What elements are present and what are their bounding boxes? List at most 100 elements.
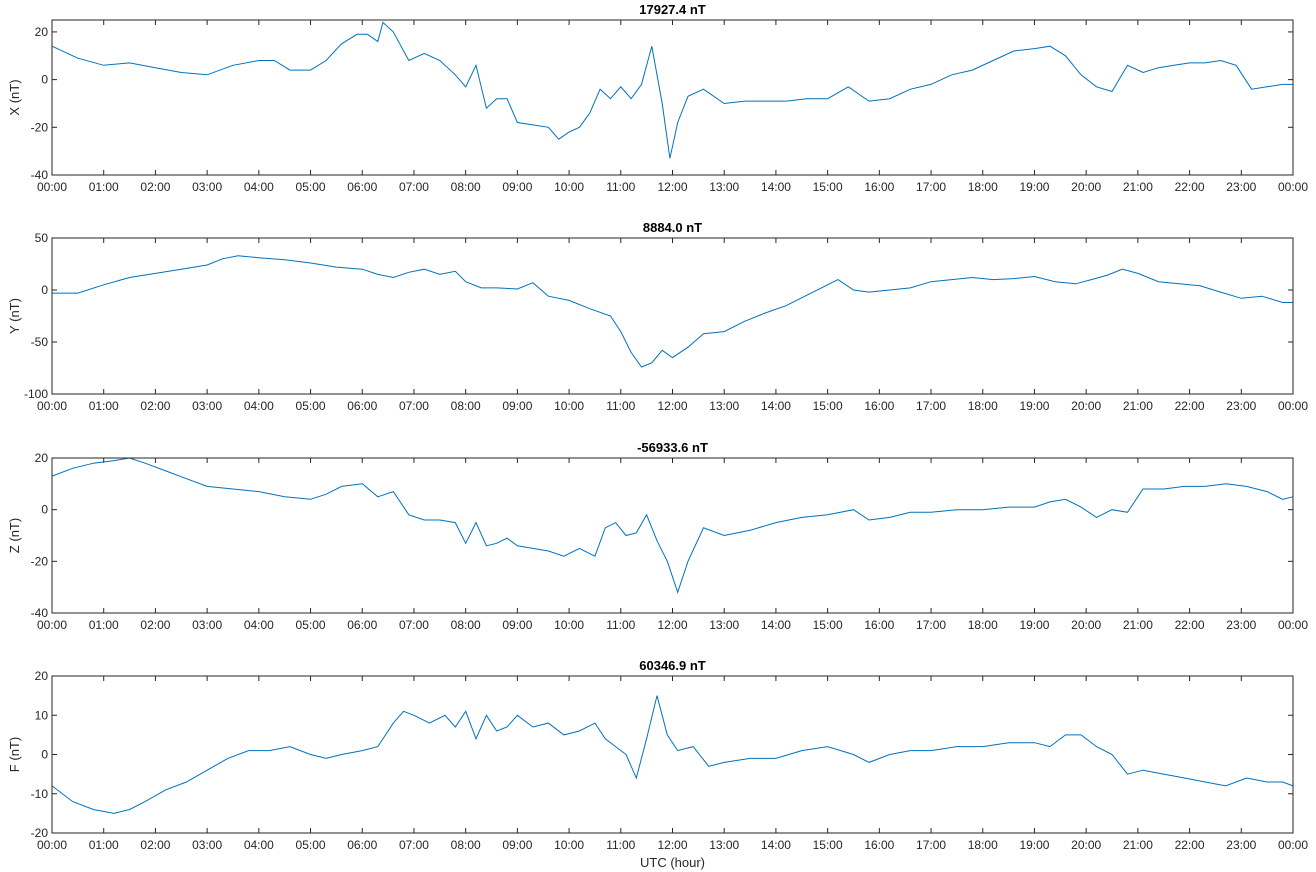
- subplot-z-yticks: -40 -20 0 20: [31, 451, 1293, 620]
- subplot-y-xtick-label: 14:00: [761, 399, 791, 413]
- subplot-z-ylabel: Z (nT): [7, 518, 22, 553]
- subplot-z-xtick-label: 10:00: [554, 618, 584, 632]
- subplot-x-axes: [51, 19, 1294, 176]
- subplot-f-xticks: 00:00 01:00 02:00 03:00 04:00 05:00 06:00 07:00…: [37, 676, 1308, 852]
- subplot-f-xtick-label: 02:00: [140, 838, 170, 852]
- subplot-f-ytick-label: -20: [31, 826, 49, 840]
- subplot-f-xtick-label: 18:00: [968, 838, 998, 852]
- subplot-f-xtick-label: 03:00: [192, 838, 222, 852]
- subplot-z-xtick-label: 03:00: [192, 618, 222, 632]
- subplot-f-xlabel: UTC (hour): [640, 855, 705, 870]
- subplot-z-xtick-label: 22:00: [1175, 618, 1205, 632]
- subplot-f-xtick-label: 00:00: [1278, 838, 1308, 852]
- subplot-y-xtick-label: 00:00: [37, 399, 67, 413]
- subplot-y-xtick-label: 11:00: [606, 399, 635, 413]
- subplot-z-xtick-label: 05:00: [296, 618, 326, 632]
- subplot-f-xtick-label: 11:00: [606, 838, 635, 852]
- subplot-x-xtick-label: 21:00: [1123, 180, 1153, 194]
- subplot-f-xtick-label: 15:00: [813, 838, 843, 852]
- subplot-z-xtick-label: 08:00: [451, 618, 481, 632]
- subplot-y-xtick-label: 02:00: [140, 399, 170, 413]
- subplot-x-xtick-label: 07:00: [399, 180, 429, 194]
- subplot-y-xtick-label: 15:00: [813, 399, 843, 413]
- subplot-x-xtick-label: 01:00: [89, 180, 119, 194]
- subplot-y-xtick-label: 19:00: [1019, 399, 1049, 413]
- subplot-f-ylabel: F (nT): [7, 737, 22, 772]
- subplot-f-xtick-label: 01:00: [89, 838, 119, 852]
- subplot-y-ylabel: Y (nT): [7, 298, 22, 334]
- subplot-x-xtick-label: 13:00: [709, 180, 739, 194]
- subplot-y-xtick-label: 17:00: [916, 399, 946, 413]
- subplot-y-xtick-label: 21:00: [1123, 399, 1153, 413]
- subplot-x-ytick-label: 20: [35, 25, 49, 39]
- subplot-z-ytick-label: -20: [31, 554, 49, 568]
- subplot-f-xtick-label: 22:00: [1175, 838, 1205, 852]
- subplot-x-ylabel: X (nT): [7, 79, 22, 115]
- subplot-z-xtick-label: 06:00: [347, 618, 377, 632]
- subplot-f-xtick-label: 09:00: [502, 838, 532, 852]
- subplot-f-axes: [51, 675, 1294, 834]
- subplot-y-title: 8884.0 nT: [643, 220, 702, 235]
- subplot-f-xtick-label: 23:00: [1226, 838, 1256, 852]
- subplot-z-xtick-label: 02:00: [140, 618, 170, 632]
- subplot-f-xtick-label: 04:00: [244, 838, 274, 852]
- subplot-f-xtick-label: 08:00: [451, 838, 481, 852]
- subplot-f-xtick-label: 07:00: [399, 838, 429, 852]
- subplot-z-ytick-label: 0: [41, 503, 48, 517]
- subplot-x-xtick-label: 11:00: [606, 180, 635, 194]
- subplot-f-xtick-label: 10:00: [554, 838, 584, 852]
- subplot-f-xtick-label: 06:00: [347, 838, 377, 852]
- subplot-y-xtick-label: 08:00: [451, 399, 481, 413]
- subplot-z-xtick-label: 19:00: [1019, 618, 1049, 632]
- subplot-x-ytick-label: -20: [31, 120, 49, 134]
- subplot-x-xticks: 00:00 01:00 02:00 03:00 04:00 05:00 06:00 07:00…: [37, 20, 1308, 194]
- subplot-z-xtick-label: 18:00: [968, 618, 998, 632]
- subplot-z-xtick-label: 11:00: [606, 618, 635, 632]
- subplot-z-xtick-label: 15:00: [813, 618, 843, 632]
- subplot-z-xtick-label: 14:00: [761, 618, 791, 632]
- subplot-f-xtick-label: 13:00: [709, 838, 739, 852]
- subplot-z-xtick-label: 17:00: [916, 618, 946, 632]
- subplot-x-xtick-label: 08:00: [451, 180, 481, 194]
- subplot-y-xtick-label: 23:00: [1226, 399, 1256, 413]
- subplot-f: 60346.9 nT F (nT) 00:00 01:00 02:00 03:00 04…: [7, 658, 1308, 870]
- subplot-x-xtick-label: 15:00: [813, 180, 843, 194]
- subplot-z-ytick-label: 20: [35, 451, 49, 465]
- subplot-z-xtick-label: 00:00: [1278, 618, 1308, 632]
- subplot-x-xtick-label: 16:00: [864, 180, 894, 194]
- subplot-z-ytick-label: -40: [31, 606, 49, 620]
- subplot-z-xtick-label: 07:00: [399, 618, 429, 632]
- subplot-x-xtick-label: 20:00: [1071, 180, 1101, 194]
- subplot-y-series-line: [52, 255, 1293, 368]
- subplot-x: 17927.4 nT X (nT) 00:00 01:00 02:00 03:00 04…: [7, 2, 1308, 194]
- subplot-f-ytick-label: 20: [35, 669, 49, 683]
- subplot-z-xtick-label: 01:00: [89, 618, 119, 632]
- subplot-y: 8884.0 nT Y (nT) 00:00 01:00 02:00 03:00 04:…: [7, 220, 1308, 413]
- subplot-z: -56933.6 nT Z (nT) 00:00 01:00 02:00 03:00 0…: [7, 440, 1308, 632]
- subplot-z-axes: [51, 457, 1294, 614]
- subplot-y-xtick-label: 04:00: [244, 399, 274, 413]
- subplot-x-series-line: [51, 21, 1293, 159]
- subplot-f-xtick-label: 17:00: [916, 838, 946, 852]
- subplot-x-xtick-label: 22:00: [1175, 180, 1205, 194]
- subplot-y-axes: [51, 237, 1294, 395]
- subplot-f-xtick-label: 16:00: [864, 838, 894, 852]
- subplot-z-xticks: 00:00 01:00 02:00 03:00 04:00 05:00 06:00 07:00…: [37, 458, 1308, 632]
- subplot-y-xtick-label: 18:00: [968, 399, 998, 413]
- subplot-y-xtick-label: 10:00: [554, 399, 584, 413]
- subplot-y-xticks: 00:00 01:00 02:00 03:00 04:00 05:00 06:00 07:00…: [37, 238, 1308, 413]
- subplot-z-xtick-label: 12:00: [657, 618, 687, 632]
- subplot-y-xtick-label: 20:00: [1071, 399, 1101, 413]
- subplot-z-xtick-label: 09:00: [502, 618, 532, 632]
- subplot-x-xtick-label: 03:00: [192, 180, 222, 194]
- subplot-z-title: -56933.6 nT: [637, 440, 708, 455]
- subplot-y-xtick-label: 05:00: [296, 399, 326, 413]
- subplot-z-xtick-label: 20:00: [1071, 618, 1101, 632]
- subplot-y-xtick-label: 01:00: [89, 399, 119, 413]
- subplot-y-xtick-label: 03:00: [192, 399, 222, 413]
- subplot-x-xtick-label: 19:00: [1019, 180, 1049, 194]
- subplot-f-ytick-label: -10: [31, 787, 49, 801]
- subplot-f-xtick-label: 21:00: [1123, 838, 1153, 852]
- subplot-x-xtick-label: 10:00: [554, 180, 584, 194]
